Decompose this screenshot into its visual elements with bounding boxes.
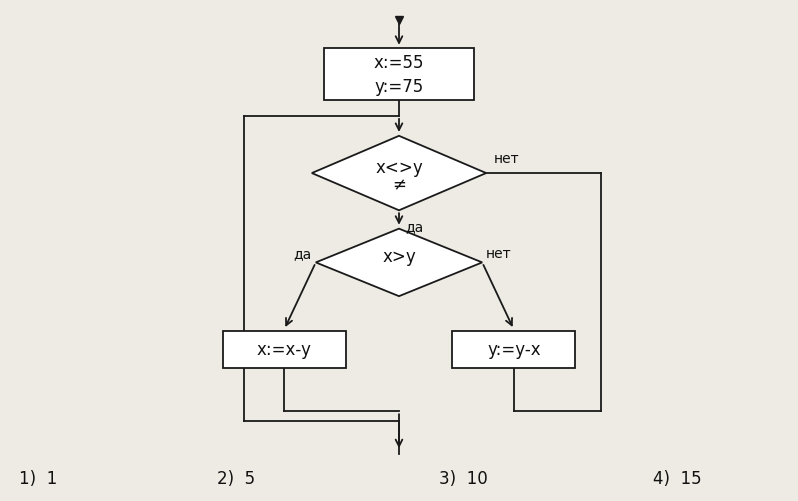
Text: нет: нет [486,246,512,261]
FancyBboxPatch shape [452,331,575,368]
Text: x:=x-y: x:=x-y [257,341,311,359]
Text: 2)  5: 2) 5 [217,469,255,487]
FancyBboxPatch shape [223,331,346,368]
Text: x:=55
y:=75: x:=55 y:=75 [373,54,425,95]
Text: y:=y-x: y:=y-x [487,341,541,359]
Polygon shape [312,137,486,211]
Text: 4)  15: 4) 15 [653,469,701,487]
Text: да: да [405,220,424,234]
Polygon shape [316,229,482,297]
Text: 1)  1: 1) 1 [18,469,57,487]
Text: нет: нет [494,152,519,166]
Text: 3)  10: 3) 10 [439,469,488,487]
Text: x<>y: x<>y [375,159,423,177]
Text: ≠: ≠ [392,176,406,193]
Text: да: да [294,246,312,261]
Text: x>y: x>y [382,248,416,266]
FancyBboxPatch shape [324,49,474,101]
